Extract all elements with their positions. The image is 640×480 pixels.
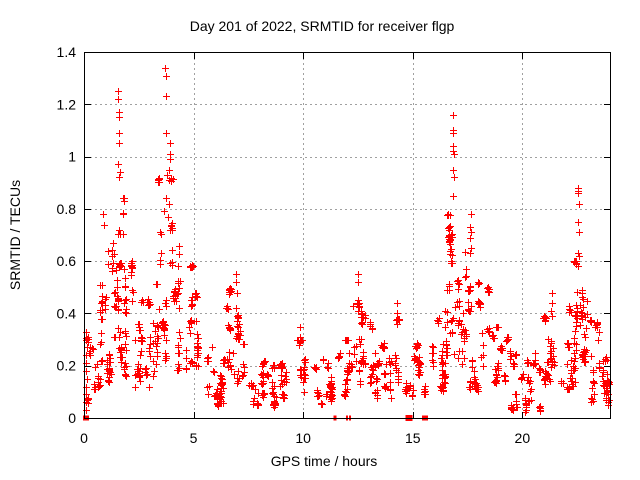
y-tick-label: 0 [68,410,76,426]
x-tick-label: 15 [405,430,421,446]
y-axis-label: SRMTID / TECUs [7,180,23,290]
x-tick-label: 5 [190,430,198,446]
data-points [83,65,613,416]
x-tick-label: 10 [295,430,311,446]
chart-title: Day 201 of 2022, SRMTID for receiver flg… [190,18,455,34]
y-tick-label: 0.2 [57,358,77,374]
y-tick-label: 1.2 [57,96,77,112]
y-tick-label: 0.6 [57,253,77,269]
y-tick-label: 0.4 [57,305,77,321]
plot-border [84,52,611,419]
x-tick-label: 20 [515,430,531,446]
y-tick-label: 1.4 [57,44,77,60]
data-layer [83,65,613,421]
axes-layer: 0 5 10 15 20 0 0.2 0.4 0.6 0.8 1 1.2 1.4 [57,44,611,446]
x-tick-label: 0 [80,430,88,446]
grid-layer [85,53,609,417]
y-tick-label: 1 [68,149,76,165]
y-tick-label: 0.8 [57,201,77,217]
x-axis-label: GPS time / hours [271,453,378,469]
